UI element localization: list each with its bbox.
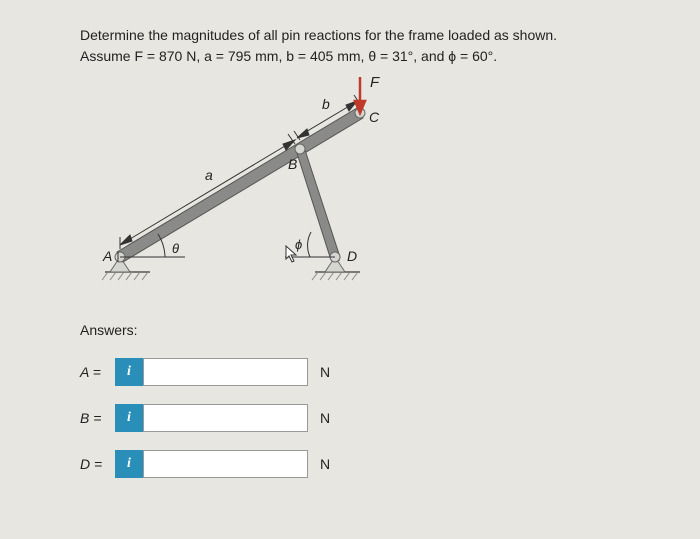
problem-line2-prefix: Assume F = bbox=[80, 48, 159, 64]
answers-heading: Answers: bbox=[80, 322, 620, 338]
force-F bbox=[355, 77, 365, 113]
answer-unit-B: N bbox=[320, 410, 330, 426]
label-a: a bbox=[205, 167, 213, 183]
a-value: 795 mm bbox=[228, 48, 279, 64]
answer-unit-A: N bbox=[320, 364, 330, 380]
answer-input-D[interactable] bbox=[143, 450, 308, 478]
a-prefix: , a = bbox=[196, 48, 228, 64]
support-D-ground bbox=[312, 272, 360, 280]
phi-prefix: , and ϕ = bbox=[413, 48, 472, 64]
b-value: 405 mm bbox=[310, 48, 361, 64]
label-phi: ϕ bbox=[295, 237, 302, 252]
answer-label-D: D = bbox=[80, 456, 115, 472]
pin-B bbox=[295, 144, 305, 154]
answer-row-D: D = i N bbox=[80, 450, 620, 478]
label-F: F bbox=[370, 77, 380, 91]
answer-label-A: A = bbox=[80, 364, 115, 380]
label-A: A bbox=[102, 248, 112, 264]
problem-line1: Determine the magnitudes of all pin reac… bbox=[80, 27, 557, 43]
info-icon-B[interactable]: i bbox=[115, 404, 143, 432]
label-C: C bbox=[369, 109, 380, 125]
answer-unit-D: N bbox=[320, 456, 330, 472]
label-D: D bbox=[347, 248, 357, 264]
info-icon-A[interactable]: i bbox=[115, 358, 143, 386]
info-icon-D[interactable]: i bbox=[115, 450, 143, 478]
support-A-ground bbox=[102, 272, 150, 280]
b-prefix: , b = bbox=[278, 48, 310, 64]
frame-diagram: a b F θ ϕ A B C bbox=[100, 77, 450, 307]
problem-statement: Determine the magnitudes of all pin reac… bbox=[80, 25, 620, 67]
theta-prefix: , θ = bbox=[361, 48, 393, 64]
dimension-a bbox=[120, 134, 295, 249]
answer-input-B[interactable] bbox=[143, 404, 308, 432]
answer-label-B: B = bbox=[80, 410, 115, 426]
F-value: 870 N bbox=[159, 48, 196, 64]
answer-row-B: B = i N bbox=[80, 404, 620, 432]
answer-input-A[interactable] bbox=[143, 358, 308, 386]
label-theta: θ bbox=[172, 241, 179, 256]
label-b: b bbox=[322, 96, 330, 112]
answer-row-A: A = i N bbox=[80, 358, 620, 386]
phi-value: 60° bbox=[472, 48, 493, 64]
label-B: B bbox=[288, 156, 297, 172]
theta-value: 31° bbox=[392, 48, 413, 64]
answers-section: Answers: A = i N B = i N D = i N bbox=[80, 322, 620, 478]
suffix: . bbox=[493, 48, 497, 64]
